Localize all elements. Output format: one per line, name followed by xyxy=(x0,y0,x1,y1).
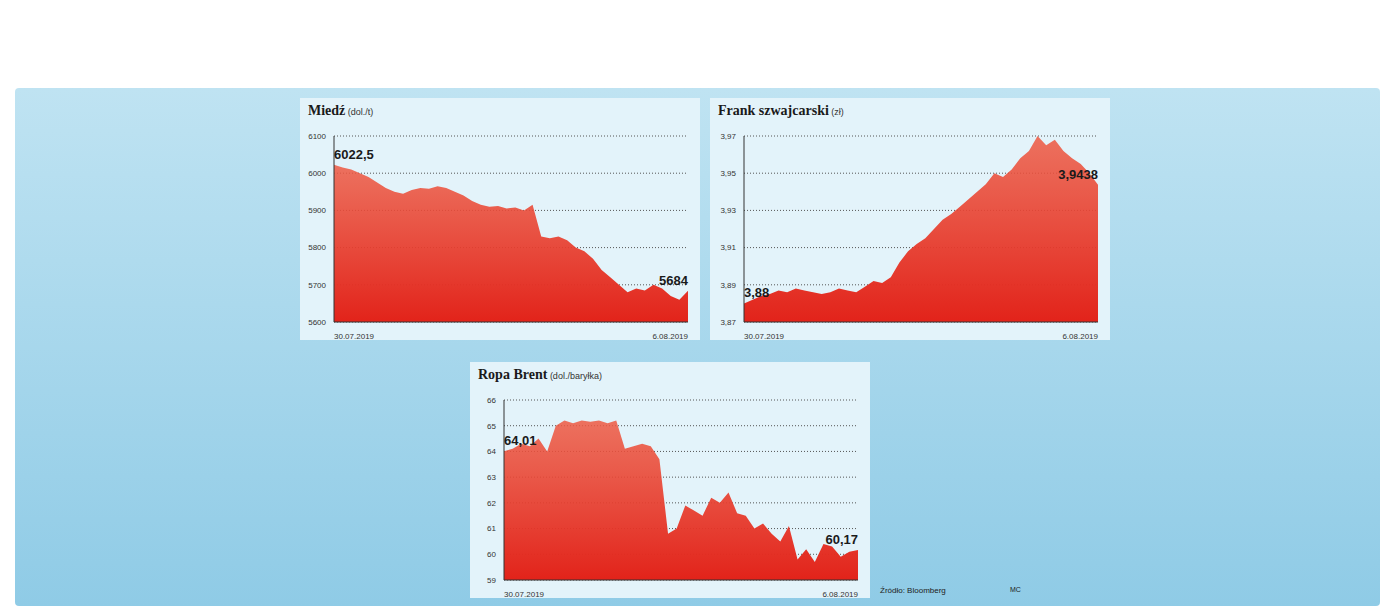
svg-text:30.07.2019: 30.07.2019 xyxy=(504,590,545,598)
svg-text:3,88: 3,88 xyxy=(744,285,769,300)
svg-text:5700: 5700 xyxy=(308,281,326,290)
html-text:Ropa Brent(dol./baryłka): Ropa Brent(dol./baryłka) xyxy=(478,367,602,382)
svg-text:3,97: 3,97 xyxy=(720,132,736,141)
svg-text:3,87: 3,87 xyxy=(720,318,736,327)
svg-text:60: 60 xyxy=(487,550,496,559)
html-text:Frank szwajcarski (zł): Frank szwajcarski (zł) xyxy=(718,103,844,118)
svg-text:6100: 6100 xyxy=(308,132,326,141)
svg-text:64: 64 xyxy=(487,447,496,456)
svg-text:5684: 5684 xyxy=(659,273,689,288)
svg-text:65: 65 xyxy=(487,422,496,431)
svg-text:6.08.2019: 6.08.2019 xyxy=(822,590,858,598)
svg-text:30.07.2019: 30.07.2019 xyxy=(334,332,375,340)
svg-text:6.08.2019: 6.08.2019 xyxy=(1062,332,1098,340)
svg-text:5800: 5800 xyxy=(308,243,326,252)
svg-text:3,91: 3,91 xyxy=(720,243,736,252)
svg-text:60,17: 60,17 xyxy=(825,532,858,547)
svg-text:59: 59 xyxy=(487,576,496,585)
svg-text:6000: 6000 xyxy=(308,169,326,178)
svg-text:5600: 5600 xyxy=(308,318,326,327)
svg-text:3,95: 3,95 xyxy=(720,169,736,178)
svg-text:6.08.2019: 6.08.2019 xyxy=(652,332,688,340)
svg-text:30.07.2019: 30.07.2019 xyxy=(744,332,785,340)
html-text:MC: MC xyxy=(1010,586,1021,593)
svg-text:3,9438: 3,9438 xyxy=(1058,167,1098,182)
svg-text:66: 66 xyxy=(487,396,496,405)
svg-text:6022,5: 6022,5 xyxy=(334,147,374,162)
html-text:Miedź(dol./t): Miedź(dol./t) xyxy=(308,103,374,118)
svg-text:5900: 5900 xyxy=(308,206,326,215)
svg-text:3,93: 3,93 xyxy=(720,206,736,215)
svg-text:61: 61 xyxy=(487,524,496,533)
html-text:Źródło: Bloomberg: Źródło: Bloomberg xyxy=(880,586,946,595)
svg-text:63: 63 xyxy=(487,473,496,482)
svg-text:3,89: 3,89 xyxy=(720,281,736,290)
svg-text:64,01: 64,01 xyxy=(504,433,537,448)
svg-text:62: 62 xyxy=(487,499,496,508)
